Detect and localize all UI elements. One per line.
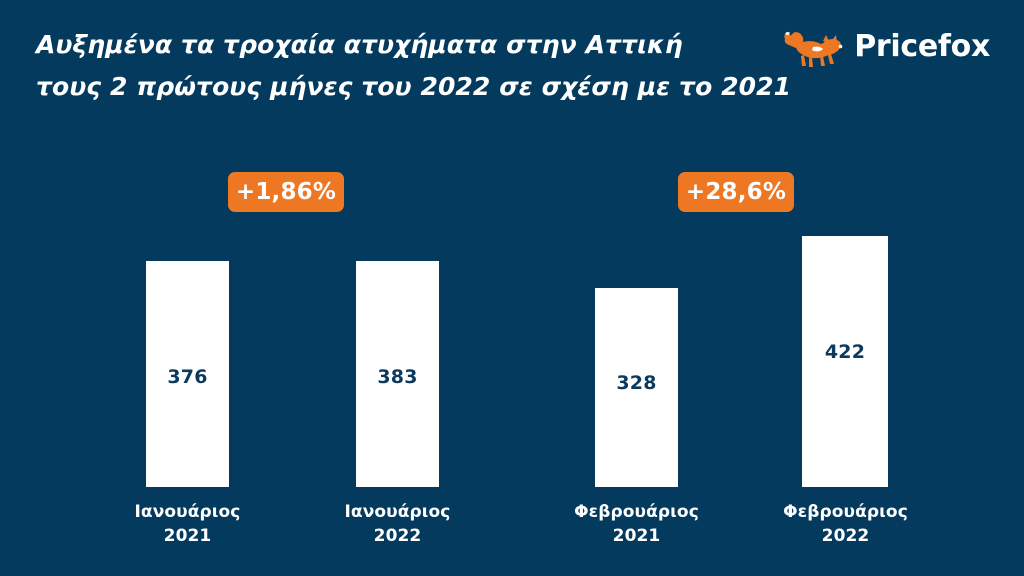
- axis-label-line-year: 2022: [821, 526, 870, 546]
- axis-label-line-month: Ιανουάριος: [344, 502, 451, 522]
- bar-january-2022: [356, 261, 439, 487]
- logo-wordmark: Pricefox: [854, 29, 990, 64]
- axis-label-january-2021: Ιανουάριος 2021: [107, 500, 268, 548]
- axis-label-february-2022: Φεβρουάριος 2022: [760, 500, 931, 548]
- axis-label-line-year: 2022: [373, 526, 422, 546]
- bar-value-february-2021: 328: [616, 372, 657, 394]
- status-badge-february-change: +28,6%: [678, 172, 794, 212]
- axis-label-line-year: 2021: [612, 526, 661, 546]
- axis-label-line-month: Φεβρουάριος: [574, 502, 699, 522]
- axis-label-february-2021: Φεβρουάριος 2021: [551, 500, 722, 548]
- bar-value-january-2022: 383: [377, 366, 418, 388]
- title-line-2: τους 2 πρώτους μήνες του 2022 σε σχέση μ…: [36, 72, 792, 101]
- bar-february-2022: [802, 236, 888, 487]
- axis-label-line-month: Ιανουάριος: [134, 502, 241, 522]
- title-line-1: Αυξημένα τα τροχαία ατυχήματα στην Αττικ…: [36, 30, 683, 59]
- page-title: Αυξημένα τα τροχαία ατυχήματα στην Αττικ…: [36, 24, 792, 108]
- bar-february-2021: [595, 288, 678, 487]
- axis-label-january-2022: Ιανουάριος 2022: [317, 500, 478, 548]
- bar-value-january-2021: 376: [167, 366, 208, 388]
- header: Αυξημένα τα τροχαία ατυχήματα στην Αττικ…: [0, 0, 1024, 120]
- bar-january-2021: [146, 261, 229, 487]
- fox-icon: [784, 31, 843, 67]
- bar-value-february-2022: 422: [824, 341, 866, 363]
- brand-logo: Pricefox: [782, 20, 990, 74]
- axis-label-line-month: Φεβρουάριος: [783, 502, 908, 522]
- status-badge-january-change: +1,86%: [228, 172, 344, 212]
- axis-label-line-year: 2021: [163, 526, 212, 546]
